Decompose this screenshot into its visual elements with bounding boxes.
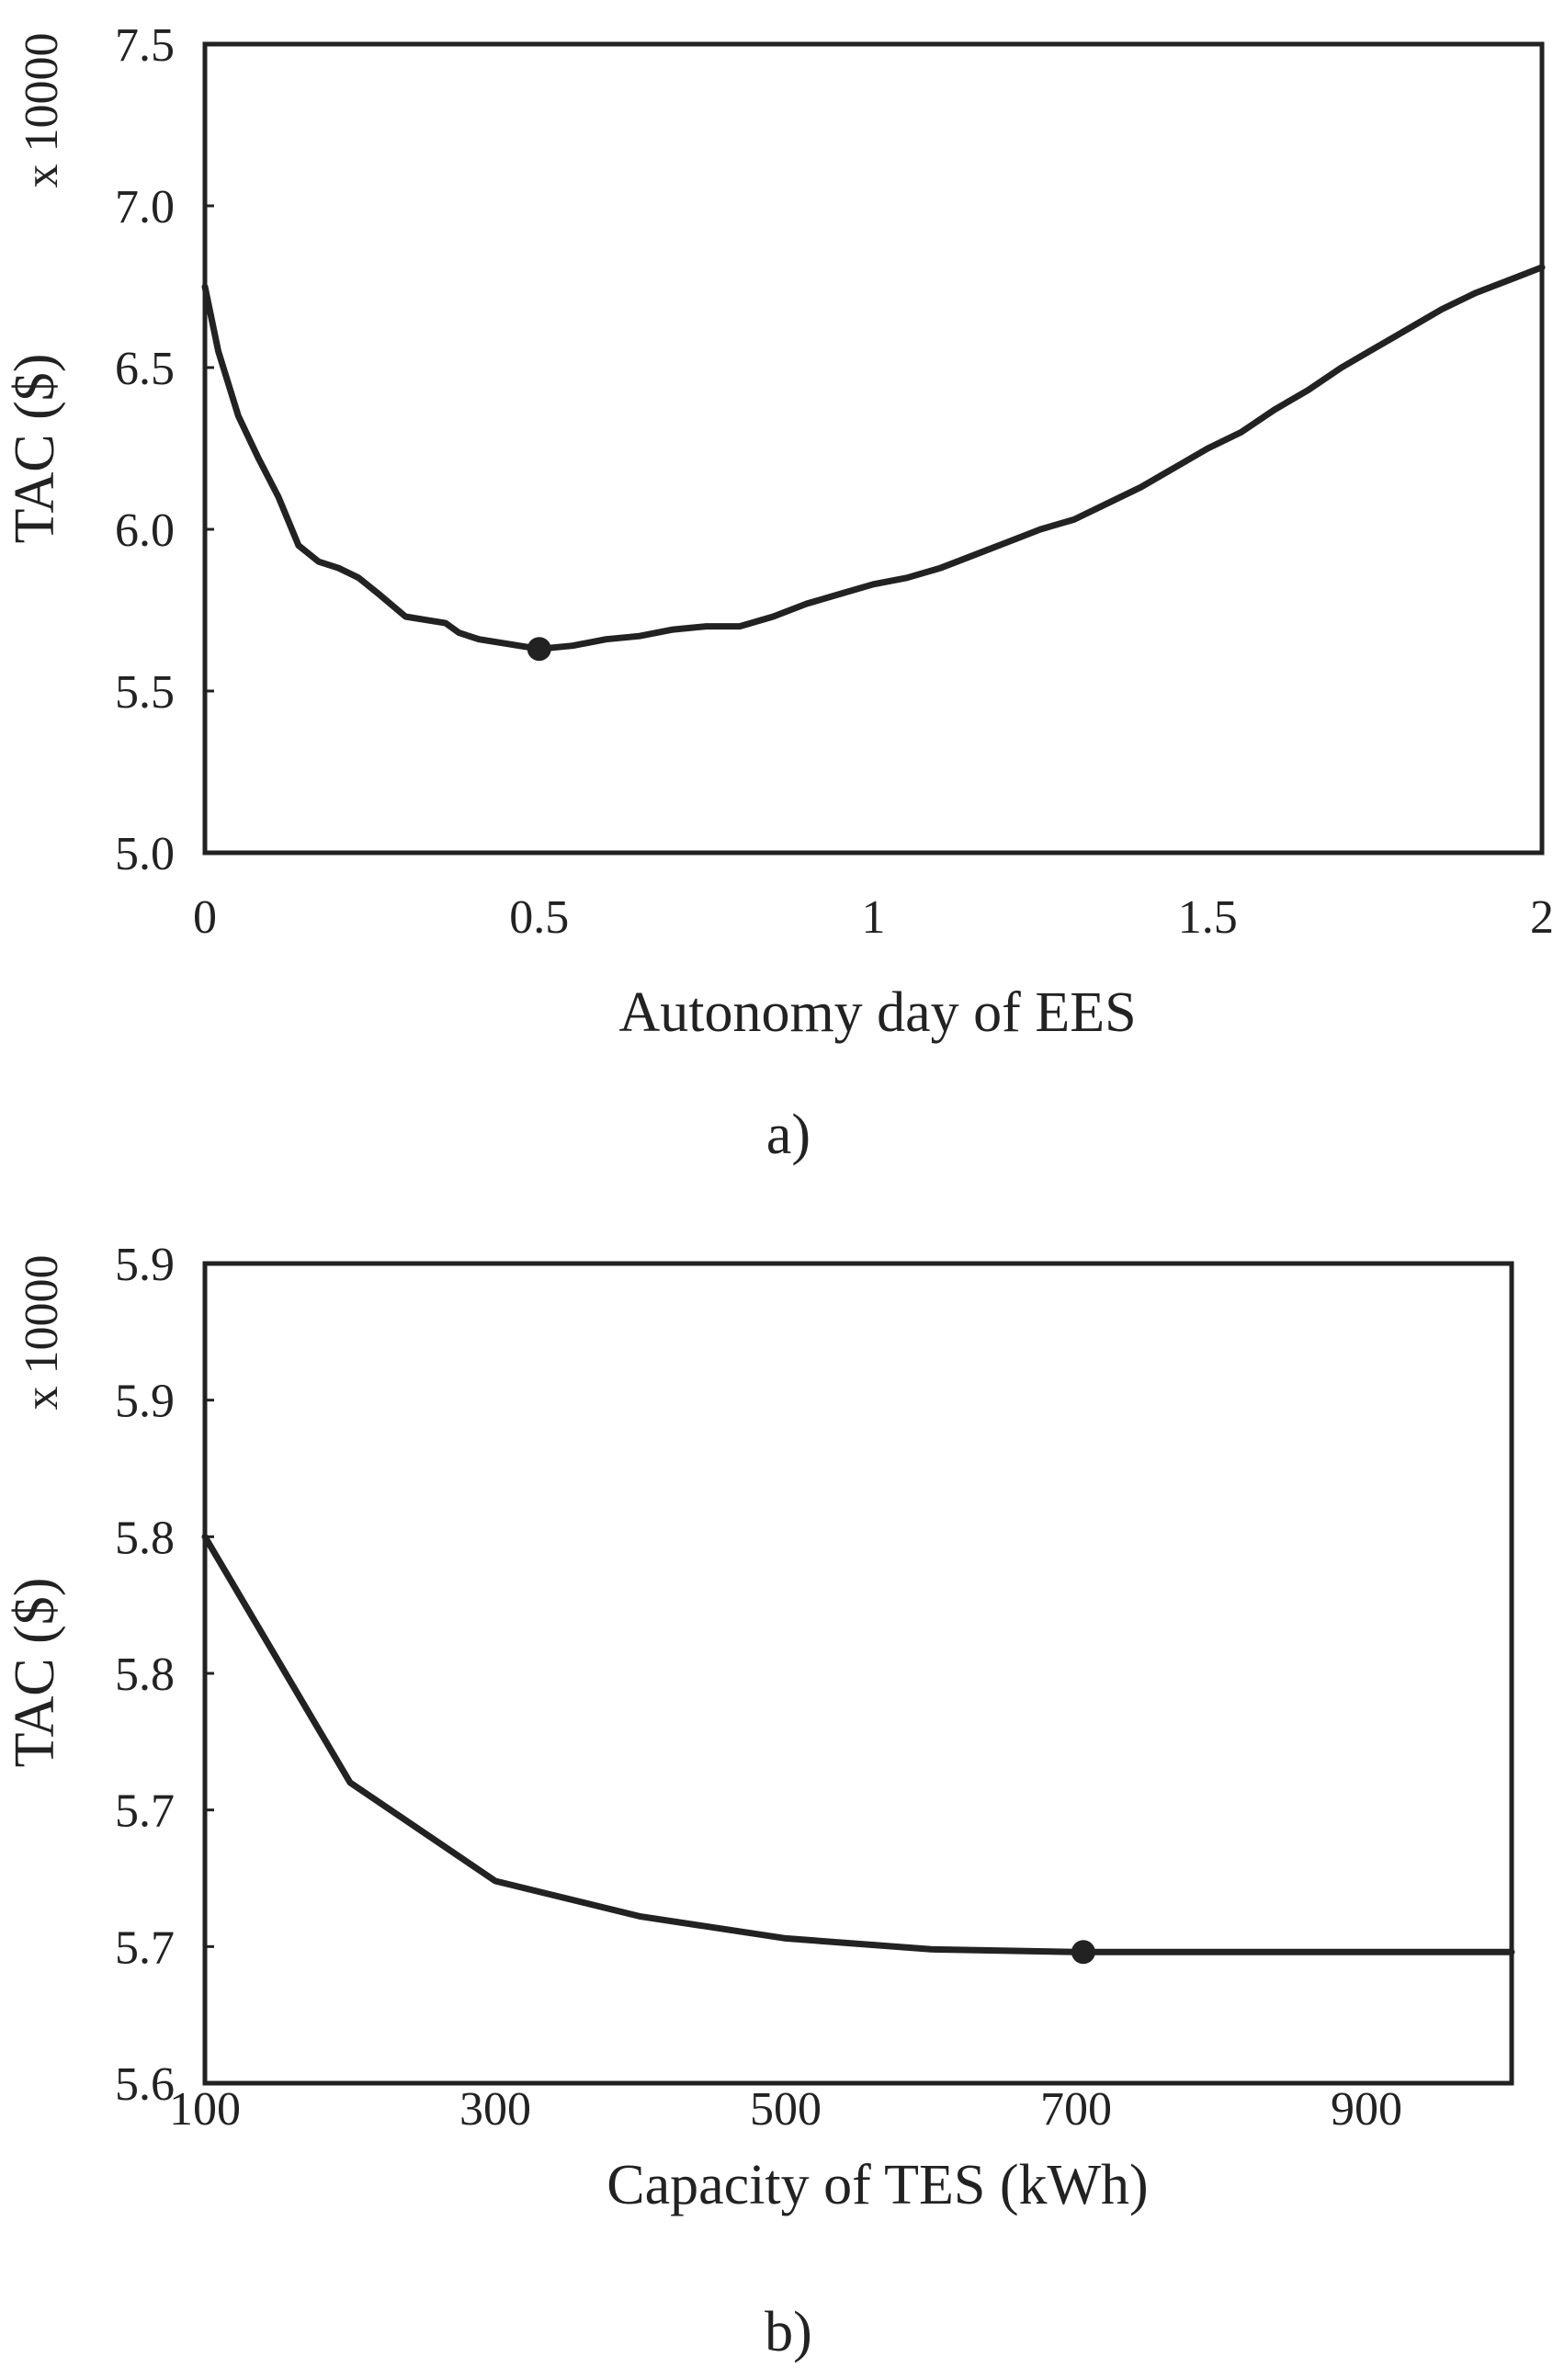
panel-a-x-ticks: 0 0.5 1 1.5 2 [193,891,1553,944]
panel-b-optimum-marker [1071,1940,1095,1965]
panel-a-y-tick-label: 5.5 [115,666,175,719]
panel-a-plot-frame [202,41,1545,856]
panel-a-x-axis-label: Autonomy day of EES [618,981,1136,1044]
panel-b-y-tick-label: 5.9 [115,1376,175,1428]
panel-a-y-ticks: 5.0 5.5 6.0 6.5 7.0 7.5 [115,19,214,880]
panel-b-x-ticks: 100 300 500 700 900 [169,2083,1402,2136]
panel-b-caption: b) [765,2301,812,2363]
panel-a-x-tick-label: 1.5 [1178,891,1238,944]
panel-a-x-tick-label: 0.5 [509,891,569,944]
panel-b-y-tick-label: 5.8 [115,1512,175,1564]
panel-b-y-axis-label: TAC ($) [4,1578,66,1768]
panel-b-x-axis-label: Capacity of TES (kWh) [606,2154,1148,2216]
panel-b-y-tick-label: 5.6 [115,2058,175,2111]
panel-a-x-tick-label: 1 [862,891,886,944]
panel-a-y-scale-label: x 10000 [16,33,68,188]
panel-b-x-tick-label: 700 [1040,2083,1112,2136]
panel-a-y-tick-label: 5.0 [115,828,175,880]
panel-a-optimum-marker [527,637,551,662]
panel-a-x-tick-label: 2 [1530,891,1553,944]
panel-b-y-tick-label: 5.7 [115,1921,175,1974]
panel-a-y-axis-label: TAC ($) [4,354,66,544]
panel-b-x-tick-label: 100 [169,2083,241,2136]
panel-a-y-tick-label: 6.5 [115,343,175,395]
panel-a: 5.0 5.5 6.0 6.5 7.0 7.5 0 0.5 1 1.5 2 TAC ($) x 1… [4,19,1553,1166]
panel-a-y-tick-label: 7.0 [115,181,175,233]
panel-b: 5.6 5.7 5.7 5.8 5.8 5.9 5.9 100 300 500 700 900 TA… [4,1239,1515,2363]
panel-b-y-scale-label: x 10000 [16,1255,68,1411]
panel-b-y-tick-label: 5.7 [115,1785,175,1838]
panel-a-y-tick-label: 6.0 [115,504,175,557]
panel-a-x-tick-label: 0 [193,891,217,944]
panel-a-series-line [201,264,1546,652]
panel-b-y-ticks: 5.6 5.7 5.7 5.8 5.8 5.9 5.9 [115,1239,214,2111]
panel-b-series-line [201,1533,1515,1955]
panel-b-x-tick-label: 300 [459,2083,531,2136]
panel-b-y-tick-label: 5.8 [115,1649,175,1701]
panel-b-y-tick-label: 5.9 [115,1239,175,1291]
panel-a-caption: a) [766,1104,811,1166]
panel-a-y-tick-label: 7.5 [115,19,175,72]
panel-b-x-tick-label: 900 [1331,2083,1402,2136]
panel-b-plot-frame [202,1261,1514,2086]
panel-b-x-tick-label: 500 [750,2083,822,2136]
